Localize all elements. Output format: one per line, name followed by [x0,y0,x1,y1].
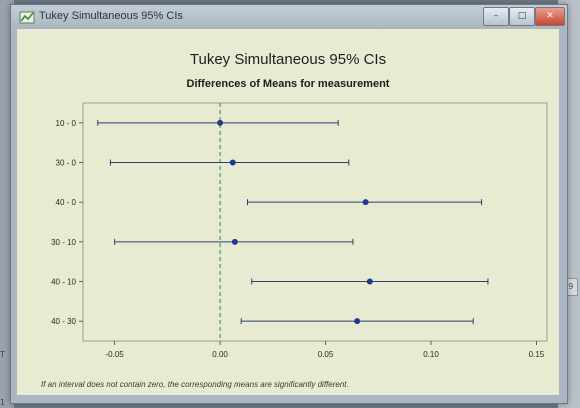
plot-area [82,102,548,342]
close-button[interactable]: ✕ [535,7,565,26]
x-tick-label: -0.05 [106,350,125,359]
graph-app-icon [19,11,35,24]
mean-marker [366,278,373,285]
maximize-button[interactable]: □ [509,7,535,26]
x-tick-label: 0.05 [318,350,334,359]
graph-client-area: Tukey Simultaneous 95% CIs Differences o… [17,29,559,395]
interval-row: 40 - 10 [51,278,489,287]
interval-row: 30 - 10 [51,238,354,247]
window-titlebar[interactable]: Tukey Simultaneous 95% CIs – □ ✕ [11,5,567,29]
interval-row: 40 - 0 [56,198,483,207]
background-mark: 1 [0,398,6,407]
x-tick-label: 0.15 [529,350,545,359]
x-tick-label: 0.00 [212,350,228,359]
mean-marker [229,159,236,166]
y-tick-label: 40 - 0 [56,198,77,207]
window-title: Tukey Simultaneous 95% CIs [39,10,183,22]
interval-row: 10 - 0 [56,119,339,128]
mean-marker [354,318,361,325]
y-tick-label: 30 - 0 [56,159,77,168]
y-tick-label: 30 - 10 [51,238,76,247]
x-tick-label: 0.10 [423,350,439,359]
graph-window[interactable]: Tukey Simultaneous 95% CIs – □ ✕ Tukey S… [10,4,568,404]
y-tick-label: 10 - 0 [56,119,77,128]
interval-row: 40 - 30 [51,317,474,326]
mean-marker [231,238,238,245]
minimize-button[interactable]: – [483,7,509,26]
chart-title: Tukey Simultaneous 95% CIs [189,51,387,68]
mean-marker [217,119,224,126]
background-mark: T [0,350,5,359]
y-tick-label: 40 - 30 [51,317,76,326]
chart-subtitle: Differences of Means for measurement [186,78,390,90]
mean-marker [362,199,369,206]
chart-footnote: If an interval does not contain zero, th… [41,380,349,389]
y-tick-label: 40 - 10 [51,278,76,287]
interval-row: 30 - 0 [56,159,350,168]
